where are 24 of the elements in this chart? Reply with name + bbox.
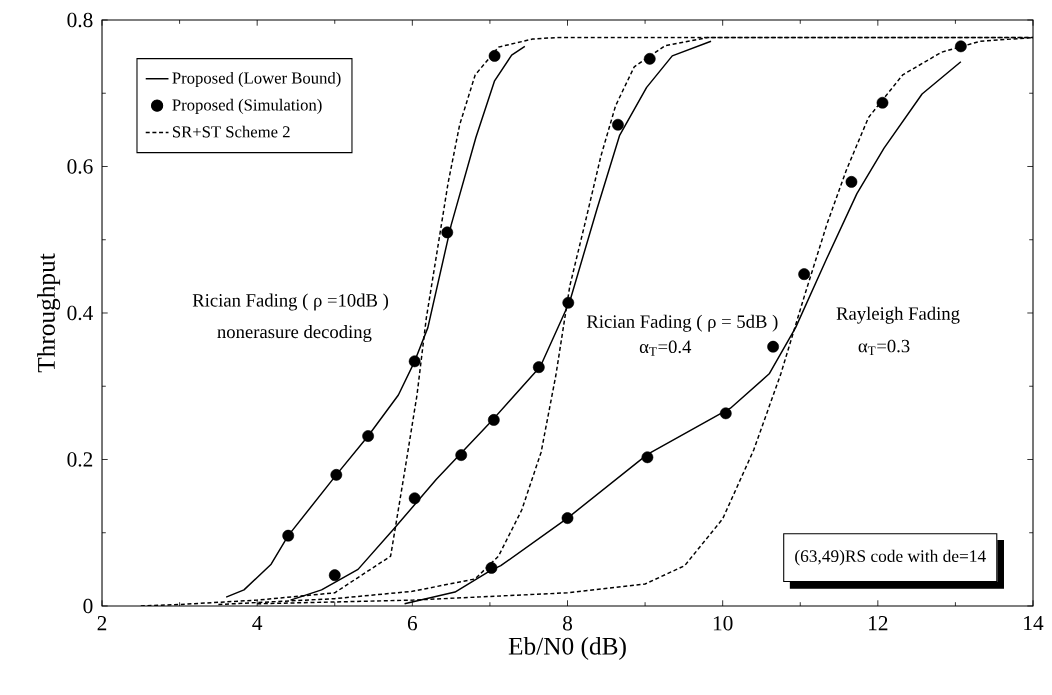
legend-label: Proposed (Lower Bound) (172, 71, 341, 88)
x-tick-label: 4 (252, 616, 263, 631)
x-tick-label: 2 (97, 616, 107, 631)
x-tick-label: 6 (407, 616, 418, 631)
y-tick-label: 0.6 (67, 159, 93, 174)
legend-label: Proposed (Simulation) (172, 98, 322, 114)
y-tick-label: 0.8 (67, 12, 93, 28)
annotation: α$_{T}$=0.4 (639, 340, 692, 356)
y-tick-label: 0.2 (67, 452, 93, 467)
annotation: (63,49)RS code with de=14 (795, 549, 986, 566)
y-axis-title: Throughput (37, 253, 61, 373)
x-axis-title: Eb/N0 (dB) (508, 636, 626, 660)
y-tick-label: 0.4 (67, 305, 93, 321)
annotation: Rayleigh Fading (836, 306, 960, 324)
x-tick-label: 8 (562, 616, 573, 631)
x-tick-label: 14 (1024, 616, 1044, 631)
annotation: nonerasure decoding (217, 325, 372, 342)
annotation: α$_{T}$=0.3 (858, 339, 910, 356)
annotation: Rician Fading ( ρ =10dB ) (192, 293, 389, 311)
x-tick-label: 12 (869, 616, 888, 631)
x-tick-label: 10 (713, 616, 733, 631)
annotation: Rician Fading ( ρ = 5dB ) (586, 314, 778, 332)
legend-label: SR+ST Scheme 2 (173, 125, 290, 138)
y-tick-label: 0 (83, 598, 93, 614)
